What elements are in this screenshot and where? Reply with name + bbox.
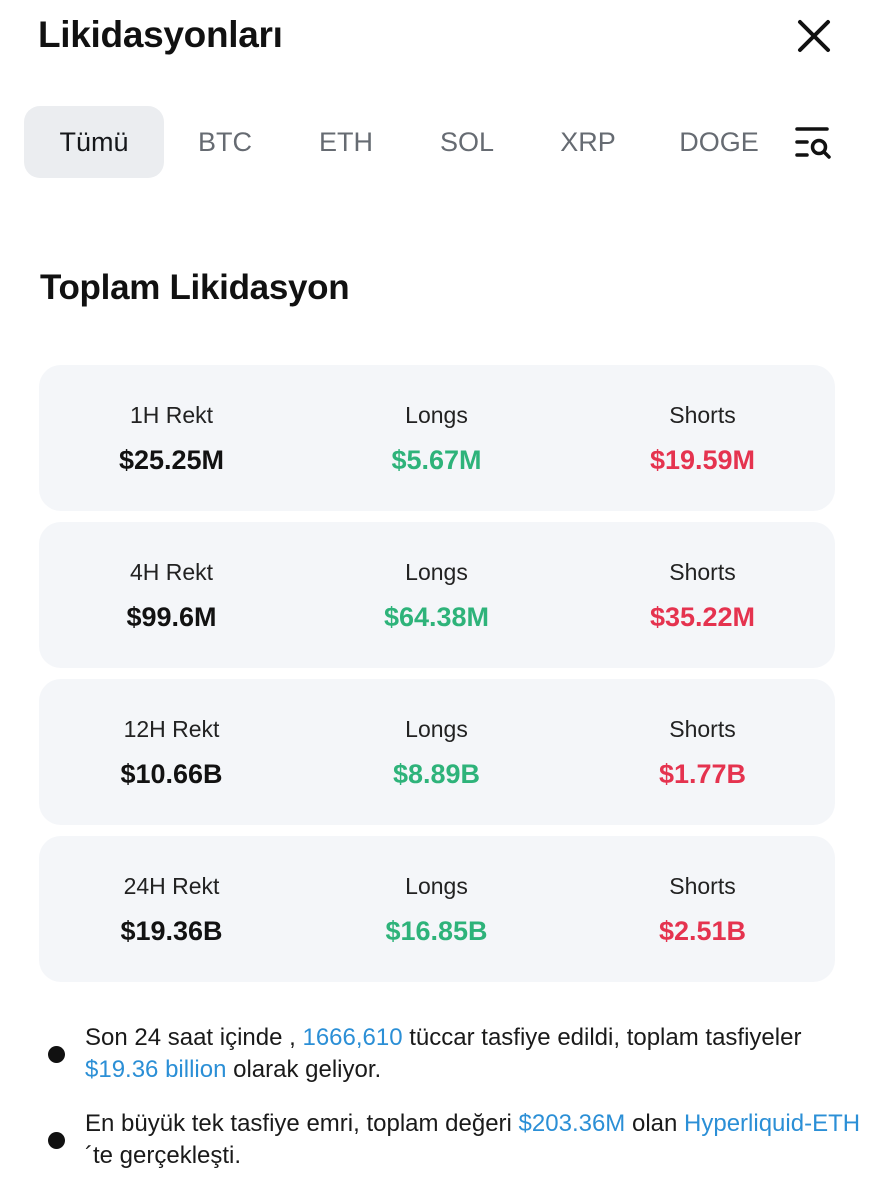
- shorts-column: Shorts $1.77B: [570, 679, 835, 825]
- total-value: $10.66B: [120, 759, 223, 789]
- liquidation-card-24h: 24H Rekt $19.36B Longs $16.85B Shorts $2…: [39, 836, 835, 982]
- largest-order-value-link[interactable]: $203.36M: [518, 1110, 626, 1137]
- tab-sol[interactable]: SOL: [439, 127, 495, 157]
- page-title: Likidasyonları: [38, 14, 283, 55]
- longs-value: $64.38M: [383, 602, 490, 632]
- longs-label: Longs: [405, 873, 468, 899]
- shorts-value: $35.22M: [649, 602, 756, 632]
- tab-all[interactable]: Tümü: [24, 106, 164, 178]
- longs-value: $8.89B: [392, 759, 481, 789]
- shorts-value: $1.77B: [658, 759, 747, 789]
- bullet-dot: [48, 1132, 65, 1149]
- period-label: 1H Rekt: [129, 402, 214, 428]
- section-title: Toplam Likidasyon: [40, 268, 350, 307]
- tab-doge[interactable]: DOGE: [679, 127, 759, 157]
- liquidation-card-1h: 1H Rekt $25.25M Longs $5.67M Shorts $19.…: [39, 365, 835, 511]
- shorts-label: Shorts: [669, 402, 736, 428]
- note-text: Son 24 saat içinde , 1666,610 tüccar tas…: [85, 1022, 865, 1086]
- total-value: $99.6M: [126, 602, 217, 632]
- longs-label: Longs: [405, 559, 468, 585]
- note-text-part: En büyük tek tasfiye emri, toplam değeri: [85, 1110, 519, 1137]
- traders-count-link[interactable]: 1666,610: [302, 1024, 403, 1051]
- liquidation-card-4h: 4H Rekt $99.6M Longs $64.38M Shorts $35.…: [39, 522, 835, 668]
- longs-column: Longs $8.89B: [304, 679, 569, 825]
- total-column: 12H Rekt $10.66B: [39, 679, 304, 825]
- longs-column: Longs $16.85B: [304, 836, 569, 982]
- header: Likidasyonları: [0, 0, 874, 80]
- period-label: 4H Rekt: [129, 559, 214, 585]
- total-column: 1H Rekt $25.25M: [39, 365, 304, 511]
- tab-btc[interactable]: BTC: [198, 127, 252, 157]
- bullet-dot: [48, 1046, 65, 1063]
- tab-eth[interactable]: ETH: [319, 127, 373, 157]
- shorts-label: Shorts: [669, 559, 736, 585]
- liquidation-card-12h: 12H Rekt $10.66B Longs $8.89B Shorts $1.…: [39, 679, 835, 825]
- longs-column: Longs $5.67M: [304, 365, 569, 511]
- longs-column: Longs $64.38M: [304, 522, 569, 668]
- filter-search-button[interactable]: [794, 124, 834, 162]
- shorts-column: Shorts $19.59M: [570, 365, 835, 511]
- list-search-icon: [795, 127, 831, 159]
- tab-xrp[interactable]: XRP: [560, 127, 616, 157]
- shorts-label: Shorts: [669, 716, 736, 742]
- shorts-value: $19.59M: [649, 445, 756, 475]
- total-column: 4H Rekt $99.6M: [39, 522, 304, 668]
- shorts-value: $2.51B: [658, 916, 747, 946]
- longs-label: Longs: [405, 716, 468, 742]
- total-value: $19.36B: [120, 916, 223, 946]
- period-label: 24H Rekt: [123, 873, 220, 899]
- period-label: 12H Rekt: [123, 716, 220, 742]
- exchange-pair-link[interactable]: Hyperliquid-ETH: [684, 1110, 861, 1137]
- longs-label: Longs: [405, 402, 468, 428]
- close-button[interactable]: [790, 12, 838, 60]
- total-liquidations-link[interactable]: $19.36 billion: [85, 1056, 227, 1083]
- note-text-part: ´te gerçekleşti.: [85, 1142, 242, 1169]
- note-text-part: olarak geliyor.: [226, 1056, 382, 1083]
- note-text-part: olan: [625, 1110, 685, 1137]
- total-column: 24H Rekt $19.36B: [39, 836, 304, 982]
- close-icon: [798, 20, 830, 52]
- note-text-part: Son 24 saat içinde ,: [85, 1024, 303, 1051]
- longs-value: $5.67M: [391, 445, 482, 475]
- shorts-label: Shorts: [669, 873, 736, 899]
- total-value: $25.25M: [118, 445, 225, 475]
- coin-tabs: Tümü BTC ETH SOL XRP DOGE: [24, 106, 854, 178]
- note-text-part: tüccar tasfiye edildi, toplam tasfiyeler: [402, 1024, 802, 1051]
- shorts-column: Shorts $35.22M: [570, 522, 835, 668]
- shorts-column: Shorts $2.51B: [570, 836, 835, 982]
- note-text: En büyük tek tasfiye emri, toplam değeri…: [85, 1108, 865, 1172]
- longs-value: $16.85B: [385, 916, 488, 946]
